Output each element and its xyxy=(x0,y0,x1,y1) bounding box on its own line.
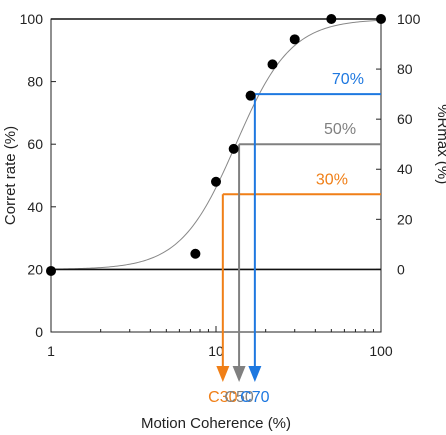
y2-tick-label: 40 xyxy=(397,161,413,177)
threshold-arrow xyxy=(216,366,230,382)
y2-tick-label: 0 xyxy=(397,261,405,277)
data-point xyxy=(46,265,56,276)
threshold-label: 70% xyxy=(332,71,364,88)
threshold-label: 50% xyxy=(324,121,356,138)
y-tick-label: 100 xyxy=(20,11,44,27)
threshold-marker-label: C70 xyxy=(240,389,269,406)
data-point xyxy=(289,34,300,45)
data-point xyxy=(376,14,386,24)
y2-tick-label: 80 xyxy=(397,61,413,77)
data-point xyxy=(228,143,239,154)
threshold-label: 30% xyxy=(316,171,348,188)
data-point xyxy=(211,176,221,187)
data-point xyxy=(245,90,256,101)
x-tick-label: 100 xyxy=(369,343,393,359)
y2-axis-title: %Rmax (%) xyxy=(434,104,446,184)
y2-tick-label: 20 xyxy=(397,211,413,227)
x-tick-label: 1 xyxy=(47,343,55,359)
threshold-marker-label: C50 xyxy=(224,389,253,406)
y2-tick-label: 60 xyxy=(397,111,413,127)
data-point xyxy=(326,14,337,24)
data-point xyxy=(190,248,201,259)
x-tick-label: 10 xyxy=(208,343,224,359)
y-tick-label: 80 xyxy=(27,74,43,90)
threshold-marker-label: C30 xyxy=(208,389,237,406)
data-point xyxy=(267,59,278,70)
x-axis-title: Motion Coherence (%) xyxy=(141,415,291,432)
y-tick-label: 60 xyxy=(27,136,43,152)
y-tick-label: 20 xyxy=(27,261,43,277)
threshold-arrow xyxy=(232,366,246,382)
y2-tick-label: 100 xyxy=(397,11,421,27)
y-tick-label: 0 xyxy=(35,324,43,340)
threshold-arrow xyxy=(248,366,262,382)
fit-curve xyxy=(50,19,382,270)
y-tick-label: 40 xyxy=(27,199,43,215)
y-axis-title: Corret rate (%) xyxy=(2,126,19,225)
